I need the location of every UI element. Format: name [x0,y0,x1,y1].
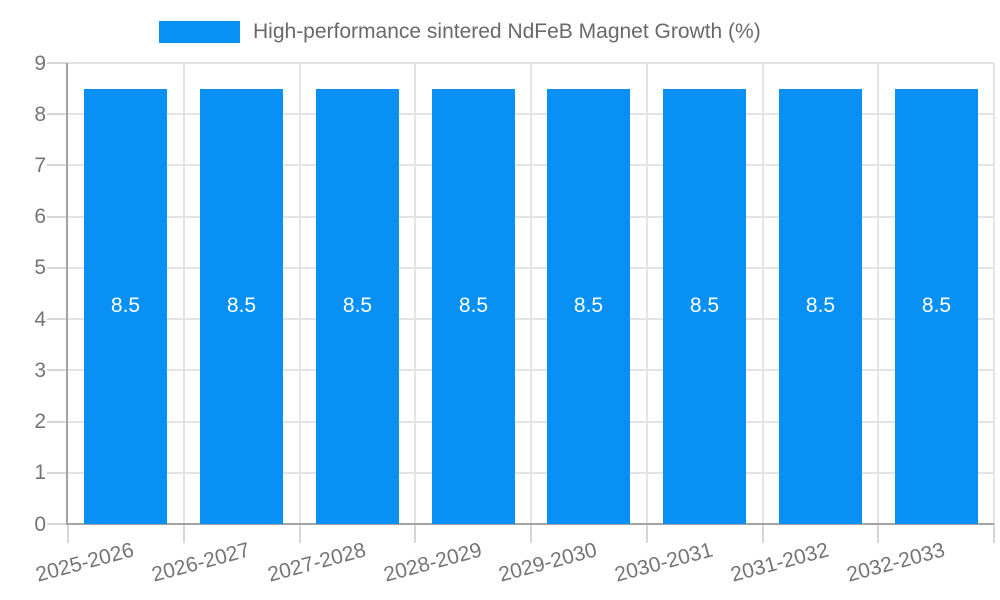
x-tick-label: 2030-2031 [612,538,716,587]
x-tick-label: 2025-2026 [33,538,137,587]
x-gridline [993,63,995,524]
x-gridline [645,63,648,524]
bar-value-label: 8.5 [226,294,257,318]
bar-value-label: 8.5 [805,294,836,318]
bar-value-label: 8.5 [458,294,489,318]
legend-swatch-icon [159,21,240,43]
x-tick-label: 2027-2028 [265,538,369,587]
y-axis-line [66,63,68,525]
bar: 8.5 [895,88,978,524]
x-axis-tick [877,524,880,543]
x-tick-label: 2031-2032 [728,538,832,587]
y-tick-label: 1 [34,461,46,485]
bar: 8.5 [779,88,862,524]
x-axis-tick [182,524,185,543]
bar-value-label: 8.5 [110,294,141,318]
y-tick-label: 9 [34,51,46,75]
x-gridline [877,63,880,524]
y-axis-tick [47,420,67,423]
y-tick-label: 5 [34,256,46,280]
x-tick-label: 2029-2030 [496,538,600,587]
y-axis-tick [47,369,67,372]
y-axis-tick [47,471,67,474]
bar: 8.5 [84,88,167,524]
bar-value-label: 8.5 [921,294,952,318]
y-axis-tick [47,113,67,116]
legend-label: High-performance sintered NdFeB Magnet G… [253,20,761,43]
x-gridline [414,63,417,524]
x-gridline [761,63,764,524]
y-axis-tick [47,164,67,167]
y-axis-tick [47,318,67,321]
y-tick-label: 8 [34,102,46,126]
y-axis-tick [47,523,67,525]
bar: 8.5 [547,88,630,524]
x-tick-label: 2026-2027 [149,538,253,587]
bar-value-label: 8.5 [689,294,720,318]
x-axis-tick [414,524,417,543]
y-tick-label: 4 [34,307,46,331]
bar: 8.5 [432,88,515,524]
x-gridline [298,63,301,524]
y-tick-label: 0 [34,512,46,536]
bar-value-label: 8.5 [573,294,604,318]
x-axis-tick [298,524,301,543]
x-gridline [182,63,185,524]
y-tick-label: 3 [34,358,46,382]
x-tick-label: 2032-2033 [844,538,947,587]
x-tick-label: 2028-2029 [381,538,484,587]
x-axis-line [66,523,994,525]
x-axis-tick [530,524,532,543]
bar: 8.5 [663,88,746,524]
y-axis-tick [47,215,67,218]
bar-value-label: 8.5 [342,294,373,318]
y-tick-label: 2 [34,410,46,434]
bar: 8.5 [200,88,283,524]
x-axis-tick [67,524,69,543]
y-tick-label: 7 [34,153,46,177]
x-gridline [530,63,532,524]
x-axis-tick [761,524,764,543]
y-axis-tick [47,62,67,64]
y-tick-label: 6 [34,205,46,229]
x-axis-tick [993,524,995,543]
bar: 8.5 [316,88,399,524]
x-axis-tick [645,524,648,543]
y-axis-tick [47,266,67,269]
